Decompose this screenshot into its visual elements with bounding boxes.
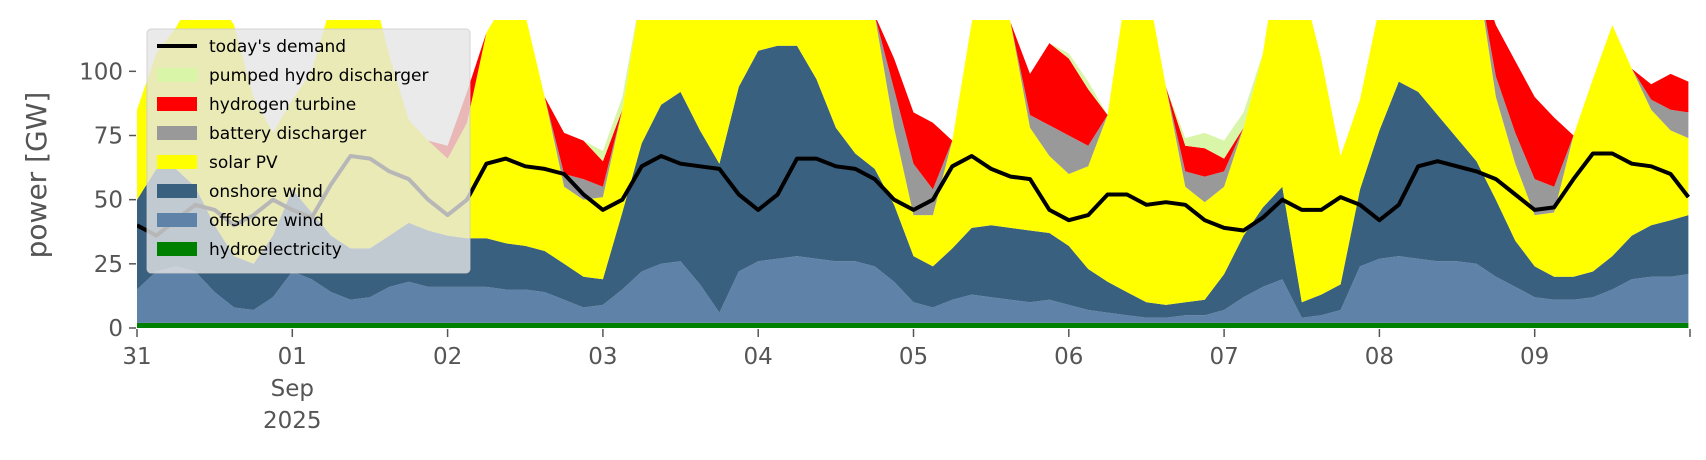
legend-label-solar-pv: solar PV bbox=[209, 153, 278, 173]
x-tick-label: 05 bbox=[899, 344, 928, 370]
x-tick-label: 02 bbox=[433, 344, 462, 370]
y-tick-label: 100 bbox=[79, 59, 123, 85]
y-tick-label: 75 bbox=[94, 124, 123, 150]
area-solar-pv bbox=[137, 20, 1689, 305]
legend-label-onshore-wind: onshore wind bbox=[209, 182, 323, 202]
legend-label-offshore-wind: offshore wind bbox=[209, 211, 324, 231]
area-hydrogen-turbine bbox=[137, 20, 1689, 190]
stacked-area-layer bbox=[137, 20, 1689, 328]
legend-label-today-s-demand: today's demand bbox=[209, 37, 346, 57]
x-axis: 31 01 Sep 2025 02 03 04 05 06 07 08 09 bbox=[122, 329, 1691, 434]
y-axis: 0 25 50 75 100 bbox=[79, 59, 136, 342]
legend-swatch-hydroelectricity bbox=[157, 242, 197, 256]
x-tick-label: 04 bbox=[744, 344, 773, 370]
y-axis-label: power [GW] bbox=[20, 92, 53, 259]
legend-background bbox=[146, 28, 471, 274]
x-tick-label: 03 bbox=[588, 344, 617, 370]
y-tick-label: 50 bbox=[94, 188, 123, 214]
legend-label-pumped-hydro-discharger: pumped hydro discharger bbox=[209, 66, 428, 86]
area-battery-discharger bbox=[137, 20, 1689, 216]
x-tick-label: Sep bbox=[271, 376, 314, 402]
y-tick-label: 25 bbox=[94, 252, 123, 278]
legend-swatch-onshore-wind bbox=[157, 184, 197, 198]
x-tick-label: 08 bbox=[1365, 344, 1394, 370]
area-hydroelectricity bbox=[137, 322, 1689, 328]
x-tick-label: 2025 bbox=[263, 408, 322, 434]
legend-swatch-offshore-wind bbox=[157, 213, 197, 227]
legend-swatch-battery-discharger bbox=[157, 126, 197, 140]
legend: today's demand pumped hydro discharger hyd… bbox=[146, 28, 471, 274]
legend-label-battery-discharger: battery discharger bbox=[209, 124, 366, 144]
legend-swatch-solar-pv bbox=[157, 155, 197, 169]
area-offshore-wind bbox=[137, 256, 1689, 323]
y-tick-label: 0 bbox=[108, 316, 123, 342]
x-tick-label: 01 bbox=[278, 344, 307, 370]
x-tick-label: 06 bbox=[1054, 344, 1083, 370]
legend-swatch-hydrogen-turbine bbox=[157, 97, 197, 111]
x-tick-label: 07 bbox=[1209, 344, 1238, 370]
x-tick-label: 09 bbox=[1520, 344, 1549, 370]
area-onshore-wind bbox=[137, 45, 1689, 318]
x-tick-label: 31 bbox=[122, 344, 151, 370]
legend-label-hydroelectricity: hydroelectricity bbox=[209, 240, 342, 260]
legend-swatch-pumped-hydro-discharger bbox=[157, 68, 197, 82]
legend-label-hydrogen-turbine: hydrogen turbine bbox=[209, 95, 356, 115]
